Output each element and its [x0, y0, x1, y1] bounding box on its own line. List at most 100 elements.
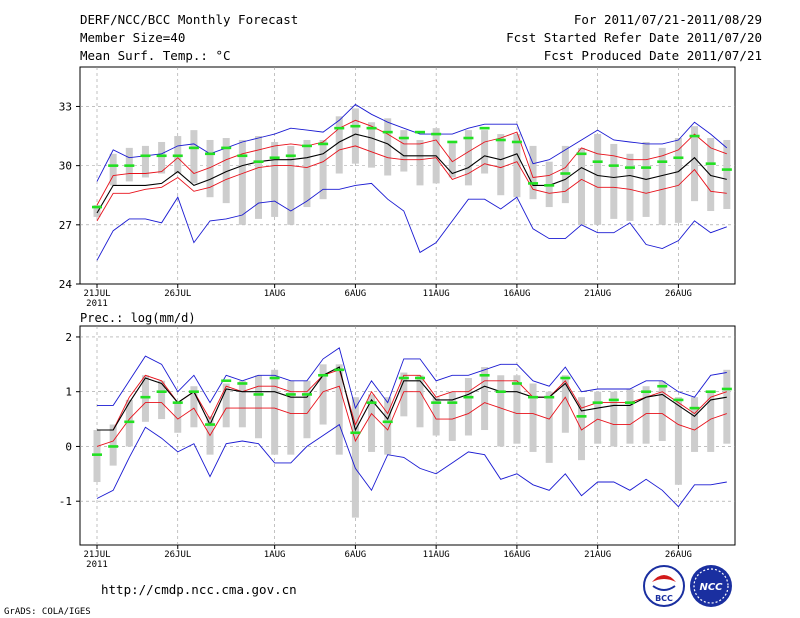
series-upper-line: [97, 369, 727, 431]
ncc-logo-text: NCC: [699, 582, 723, 593]
fcst-started-label: Fcst Started Refer Date 2011/07/20: [506, 30, 762, 45]
temperature-plot-frame: [79, 66, 736, 285]
range-box: [707, 138, 715, 212]
ncc-logo-disc: [690, 565, 732, 607]
fcst-produced-label: Fcst Produced Date 2011/07/21: [544, 48, 762, 63]
x-tick-label: 21AUG: [584, 550, 611, 560]
range-box: [158, 141, 166, 174]
x-tick-label: 16AUG: [503, 550, 530, 560]
range-box: [303, 139, 311, 208]
range-box: [432, 397, 440, 436]
member-size-label: Member Size=40: [80, 30, 185, 45]
range-box: [222, 138, 230, 204]
range-box: [723, 139, 731, 210]
bcc-logo-ring: [643, 565, 685, 607]
range-box: [707, 391, 715, 452]
y-tick-label: 30: [59, 160, 72, 173]
range-box: [464, 130, 472, 186]
range-box: [691, 126, 699, 202]
range-box: [351, 397, 359, 518]
range-box: [303, 380, 311, 439]
range-box: [448, 141, 456, 178]
range-box: [610, 143, 618, 219]
variable-label: Mean Surf. Temp.: °C: [80, 48, 231, 63]
series-max-line: [96, 103, 728, 182]
range-box: [287, 145, 295, 225]
y-tick-label: 2: [65, 331, 72, 344]
series-lower-line: [96, 145, 727, 222]
precipitation-x-axis: 21JUL 26JUL 1AUG 6AUG 11AUG 16AUG 21AUG 26AUG 20…: [83, 545, 692, 570]
range-box: [626, 153, 634, 221]
x-tick-label: 21JUL: [83, 289, 110, 299]
range-box: [319, 364, 327, 425]
range-box: [368, 394, 376, 452]
precipitation-lines: [96, 347, 727, 508]
range-box: [206, 139, 214, 198]
range-box: [190, 386, 198, 428]
range-box: [481, 367, 489, 431]
range-box: [529, 145, 537, 200]
bcc-logo-wave: [652, 585, 676, 591]
range-box: [723, 369, 731, 444]
bcc-logo-text: BCC: [655, 594, 673, 603]
range-box: [400, 130, 408, 172]
range-box: [109, 424, 117, 466]
range-box: [416, 375, 424, 428]
x-tick-label: 26JUL: [164, 550, 191, 560]
range-box: [384, 118, 392, 176]
range-box: [238, 139, 246, 225]
x-year-label: 2011: [86, 299, 108, 309]
range-box: [141, 375, 149, 422]
precipitation-y-axis: -1 0 1 2: [59, 331, 80, 508]
series-min-line: [96, 182, 727, 261]
ncc-logo: NCC: [690, 565, 732, 607]
y-tick-label: 1: [65, 386, 72, 399]
range-box: [287, 380, 295, 455]
range-box: [271, 369, 279, 455]
y-tick-label: 27: [59, 219, 72, 232]
range-box: [109, 153, 117, 186]
series-min-line: [96, 423, 727, 508]
x-tick-label: 26JUL: [164, 289, 191, 299]
x-tick-label: 1AUG: [264, 289, 286, 299]
x-tick-label: 16AUG: [503, 289, 530, 299]
y-tick-label: 24: [59, 278, 73, 291]
range-box: [368, 122, 376, 168]
range-box: [335, 364, 343, 455]
temperature-y-axis: 24 27 30 33: [59, 100, 80, 291]
range-box: [190, 130, 198, 184]
x-tick-label: 21AUG: [584, 289, 611, 299]
range-box: [384, 397, 392, 455]
precipitation-boxes: [93, 364, 731, 518]
range-box: [464, 378, 472, 436]
range-box: [658, 147, 666, 225]
range-box: [513, 134, 521, 198]
x-tick-label: 6AUG: [345, 550, 367, 560]
range-box: [271, 141, 279, 217]
bcc-logo: BCC: [643, 565, 685, 607]
ncc-logo-globe: [693, 568, 729, 604]
series-upper-line: [96, 119, 727, 206]
range-box: [691, 397, 699, 452]
temperature-grid: [80, 67, 735, 284]
range-box: [674, 138, 682, 223]
range-box: [93, 205, 101, 217]
range-box: [174, 402, 182, 433]
temperature-panel: 24 27 30 33 21JUL 26JUL 1AUG 6AUG 11AUG 16AUG 21A…: [59, 66, 736, 309]
precip-variable-label: Prec.: log(mm/d): [80, 311, 196, 325]
range-box: [141, 145, 149, 178]
range-box: [335, 116, 343, 174]
range-box: [594, 134, 602, 225]
figure-title: DERF/NCC/BCC Monthly Forecast: [80, 12, 298, 27]
x-tick-label: 26AUG: [665, 289, 692, 299]
range-box: [513, 375, 521, 444]
temperature-boxes: [93, 108, 731, 225]
precipitation-observations: [92, 368, 732, 456]
range-box: [351, 108, 359, 164]
range-box: [497, 134, 505, 196]
range-box: [497, 375, 505, 447]
range-box: [529, 383, 537, 452]
range-box: [448, 391, 456, 441]
